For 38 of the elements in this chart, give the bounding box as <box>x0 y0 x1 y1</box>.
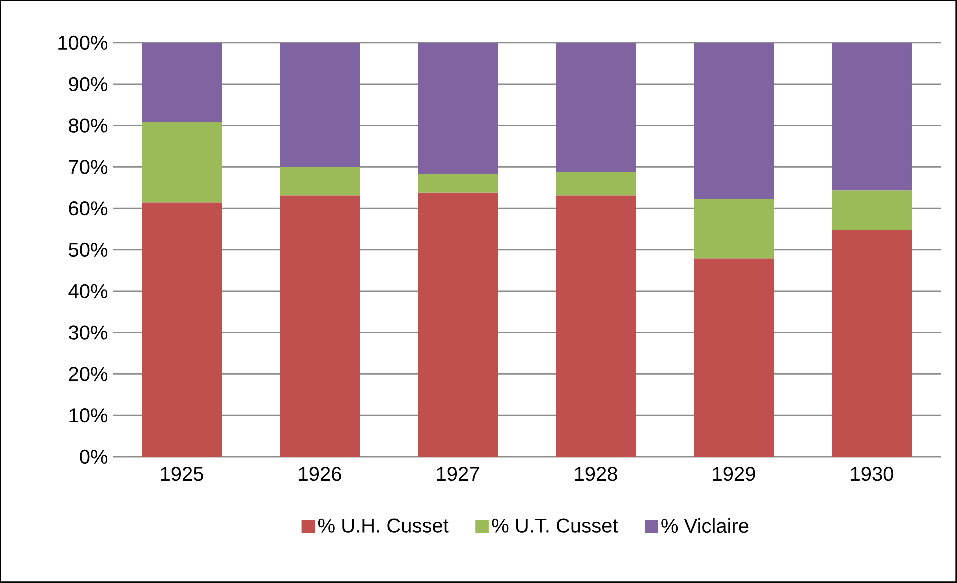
y-tick-label: 10% <box>70 408 108 423</box>
bar <box>418 43 498 174</box>
bar <box>832 43 912 191</box>
legend-label: % Viclaire <box>662 518 749 534</box>
y-tick-label: 0% <box>80 450 108 464</box>
bar <box>694 43 774 200</box>
bar <box>418 192 498 457</box>
bar <box>280 196 360 457</box>
bar <box>832 190 912 230</box>
x-tick-label: 1928 <box>575 467 618 482</box>
y-tick-label: 40% <box>68 284 108 298</box>
bar <box>556 172 636 196</box>
x-tick-label: 1929 <box>713 467 756 482</box>
y-tick-label: 100% <box>58 36 108 50</box>
bar <box>694 258 774 457</box>
x-tick-label: 1927 <box>437 467 480 482</box>
bar <box>142 202 222 457</box>
bar <box>556 43 636 172</box>
x-tick-label: 1926 <box>299 467 342 482</box>
y-tick-label: 90% <box>69 77 108 92</box>
y-tick-label: 60% <box>69 202 108 216</box>
bar <box>418 174 498 193</box>
y-tick-label: 50% <box>69 242 108 258</box>
legend-label: % U.H. Cusset <box>318 518 449 533</box>
bar <box>556 196 636 457</box>
y-tick-label: 30% <box>69 326 108 340</box>
y-tick-label: 80% <box>69 118 108 133</box>
bar <box>694 199 774 259</box>
bar <box>142 43 222 122</box>
bar <box>280 167 360 196</box>
legend-label: % U.T. Cusset <box>492 518 618 533</box>
bar <box>832 230 912 457</box>
y-tick-label: 70% <box>69 160 108 174</box>
bar <box>142 122 222 203</box>
y-tick-label: 20% <box>69 367 108 382</box>
x-tick-label: 1925 <box>161 467 204 482</box>
bar <box>280 43 360 168</box>
x-tick-label: 1930 <box>851 467 894 482</box>
